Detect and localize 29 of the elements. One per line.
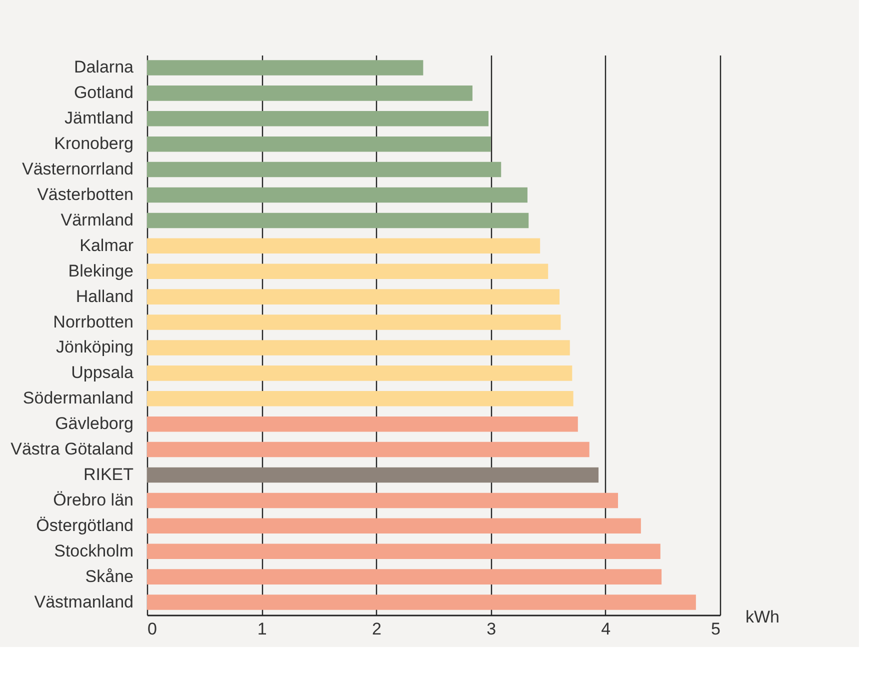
y-tick-label: Skåne (85, 566, 134, 586)
y-tick-label: Blekinge (68, 261, 134, 280)
y-tick-label: Stockholm (54, 541, 134, 560)
y-tick-label: Kalmar (80, 236, 134, 255)
y-tick-label: Södermanland (22, 388, 134, 408)
y-tick-label: Kronoberg (54, 134, 134, 154)
x-tick-label: 5 (711, 620, 720, 638)
y-tick-label: Östergötland (36, 516, 134, 535)
y-tick-label: Örebro län (53, 490, 134, 510)
y-tick-label: Gotland (74, 83, 134, 102)
y-tick-label: Värmland (60, 210, 134, 230)
y-tick-label: Jönköping (56, 338, 134, 357)
y-tick-label: Jämtland (64, 108, 134, 128)
x-axis-title: kWh (746, 608, 780, 626)
y-tick-label: Västra Götaland (10, 440, 134, 459)
y-tick-label: Uppsala (71, 363, 134, 382)
x-tick-label: 4 (601, 620, 611, 638)
y-tick-label: Västmanland (34, 592, 134, 612)
x-tick-label: 3 (486, 620, 496, 638)
x-tick-label: 1 (257, 620, 267, 638)
y-tick-label: Norrbotten (53, 312, 134, 332)
x-tick-label: 0 (148, 620, 157, 638)
y-tick-label: Västerbotten (37, 185, 134, 204)
y-tick-label: Halland (76, 286, 134, 306)
x-tick-label: 2 (372, 620, 382, 638)
y-tick-label: Västernorrland (22, 160, 134, 179)
y-tick-label: Dalarna (74, 58, 134, 77)
y-tick-label: Gävleborg (55, 414, 134, 434)
y-tick-label: RIKET (83, 465, 134, 484)
